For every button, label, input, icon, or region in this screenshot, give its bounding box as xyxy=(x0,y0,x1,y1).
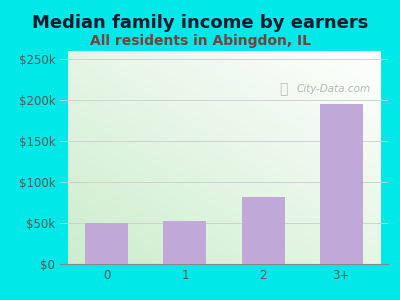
Bar xyxy=(242,197,284,264)
Text: ⦿: ⦿ xyxy=(280,82,288,96)
Bar xyxy=(164,220,206,264)
Text: Median family income by earners: Median family income by earners xyxy=(32,14,368,32)
Bar xyxy=(320,104,363,264)
Bar xyxy=(85,223,128,264)
Text: City-Data.com: City-Data.com xyxy=(296,84,370,94)
Text: All residents in Abingdon, IL: All residents in Abingdon, IL xyxy=(90,34,310,49)
